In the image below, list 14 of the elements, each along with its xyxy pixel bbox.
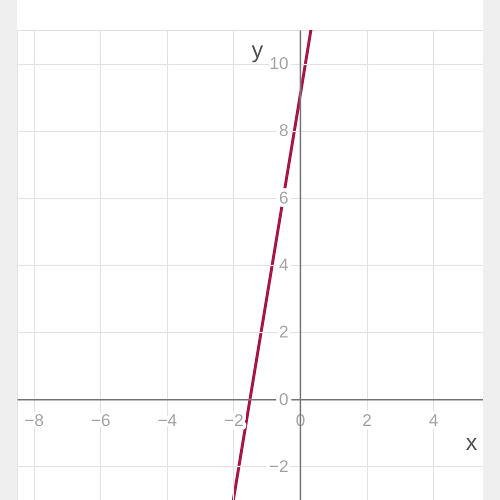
y-tick-label: 10 <box>270 54 288 74</box>
x-tick-label: 4 <box>428 410 438 430</box>
x-tick-label: −2 <box>224 410 244 430</box>
y-tick-label: 8 <box>278 121 288 140</box>
y-axis-title: y <box>252 36 264 62</box>
x-tick-label: 2 <box>362 410 372 430</box>
x-axis-title: x <box>466 428 478 455</box>
x-tick-label: −6 <box>91 410 110 430</box>
y-tick-label: 4 <box>278 256 288 274</box>
y-tick-label: 6 <box>278 188 288 208</box>
y-tick-label: 2 <box>278 322 288 342</box>
y-tick-label: −2 <box>269 456 288 476</box>
x-tick-label: −4 <box>158 410 177 430</box>
x-tick-label: −8 <box>24 410 44 430</box>
